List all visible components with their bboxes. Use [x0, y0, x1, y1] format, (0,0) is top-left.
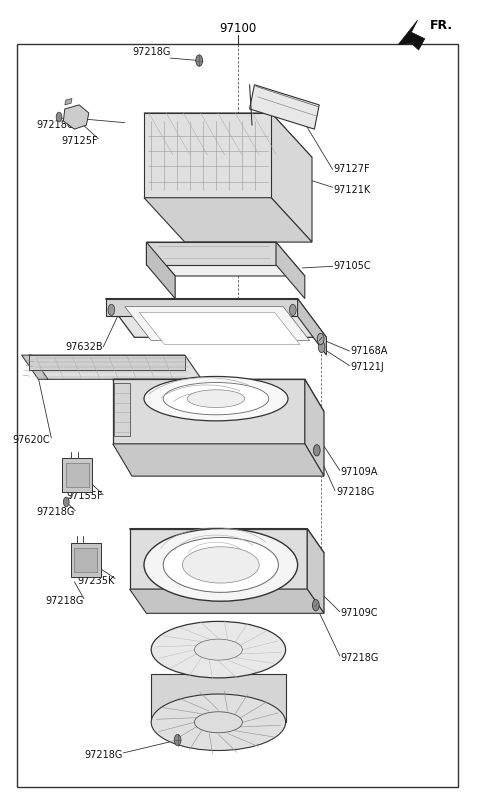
Polygon shape	[144, 113, 312, 157]
Circle shape	[196, 55, 203, 66]
Ellipse shape	[194, 639, 242, 660]
Polygon shape	[146, 242, 175, 299]
Text: 97632B: 97632B	[66, 342, 103, 352]
Circle shape	[108, 304, 115, 316]
Bar	[62, 458, 92, 492]
Polygon shape	[65, 98, 72, 105]
Text: 97218G: 97218G	[84, 750, 122, 759]
Circle shape	[313, 445, 320, 456]
Text: 97109C: 97109C	[341, 608, 378, 618]
Text: 97121J: 97121J	[350, 362, 384, 372]
Ellipse shape	[163, 537, 278, 592]
Polygon shape	[146, 242, 305, 276]
Polygon shape	[139, 312, 300, 345]
Ellipse shape	[187, 390, 245, 408]
Polygon shape	[307, 529, 324, 613]
Polygon shape	[113, 444, 324, 476]
Text: 97121K: 97121K	[334, 185, 371, 194]
Polygon shape	[144, 198, 312, 242]
Polygon shape	[130, 529, 307, 589]
Text: 97109A: 97109A	[341, 467, 378, 477]
Circle shape	[63, 497, 69, 507]
Text: 97125F: 97125F	[62, 136, 98, 146]
Polygon shape	[146, 242, 276, 265]
Text: 97218G: 97218G	[341, 653, 379, 663]
Polygon shape	[398, 20, 425, 50]
Text: 97218G: 97218G	[36, 120, 74, 130]
Polygon shape	[63, 105, 89, 129]
Polygon shape	[113, 379, 305, 444]
Polygon shape	[144, 113, 271, 198]
Ellipse shape	[151, 621, 286, 678]
Polygon shape	[29, 355, 185, 370]
Polygon shape	[250, 85, 319, 129]
Circle shape	[289, 304, 296, 316]
Polygon shape	[130, 529, 324, 553]
Text: 97168A: 97168A	[350, 346, 388, 356]
Polygon shape	[113, 379, 324, 412]
Text: 97235K: 97235K	[78, 576, 115, 586]
Text: 97218G: 97218G	[46, 596, 84, 606]
Polygon shape	[151, 674, 286, 722]
Polygon shape	[305, 379, 324, 476]
Text: 97116: 97116	[254, 717, 285, 727]
Polygon shape	[125, 307, 310, 341]
Circle shape	[174, 734, 181, 746]
Text: 97100: 97100	[219, 22, 256, 35]
Text: FR.: FR.	[430, 19, 453, 32]
Ellipse shape	[194, 712, 242, 733]
Polygon shape	[22, 355, 48, 379]
Ellipse shape	[182, 547, 259, 583]
Bar	[71, 543, 101, 577]
Polygon shape	[298, 299, 326, 355]
Polygon shape	[114, 383, 130, 436]
Circle shape	[318, 341, 325, 353]
Text: 97218G: 97218G	[132, 48, 170, 57]
Polygon shape	[276, 242, 305, 299]
Ellipse shape	[144, 529, 298, 601]
Bar	[66, 463, 89, 487]
Ellipse shape	[144, 376, 288, 421]
Polygon shape	[29, 355, 202, 379]
Polygon shape	[106, 299, 326, 337]
Polygon shape	[271, 113, 312, 242]
Ellipse shape	[151, 694, 286, 751]
Text: 97620C: 97620C	[13, 435, 50, 445]
Text: 97155F: 97155F	[67, 491, 103, 501]
Polygon shape	[106, 299, 298, 316]
Polygon shape	[130, 589, 324, 613]
Text: 97218G: 97218G	[36, 508, 74, 517]
Text: 97218G: 97218G	[336, 487, 374, 497]
Text: 97105C: 97105C	[334, 261, 371, 271]
Circle shape	[317, 333, 324, 345]
Circle shape	[312, 600, 319, 611]
Ellipse shape	[163, 383, 269, 415]
Circle shape	[56, 112, 62, 122]
Text: 97127F: 97127F	[334, 165, 370, 174]
Bar	[74, 548, 97, 572]
